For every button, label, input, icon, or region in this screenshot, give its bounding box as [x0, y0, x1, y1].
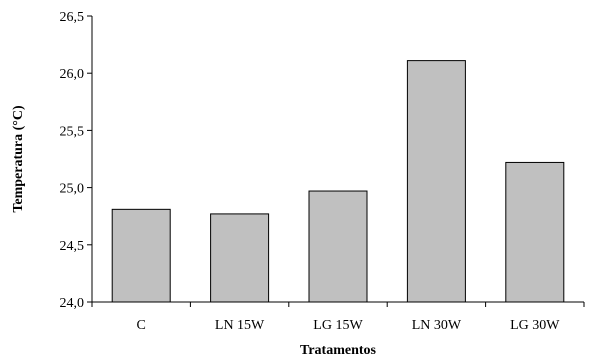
y-axis-title: Temperatura (°C)	[11, 105, 26, 213]
bar-c	[111, 208, 171, 303]
x-tick-label: LN 30W	[412, 318, 462, 333]
y-tick-label: 24,0	[60, 296, 85, 311]
x-tick-label: LG 15W	[313, 318, 363, 333]
bar-ln-15w	[210, 213, 270, 303]
x-tick-label: C	[137, 318, 146, 333]
bar-ln-30w	[406, 60, 466, 303]
y-axis-ticks: 24,0 24,5 25,0 25,5 26,0 26,5	[60, 10, 92, 311]
y-tick-label: 25,5	[60, 124, 85, 139]
y-tick-label: 25,0	[60, 182, 85, 197]
y-tick-label: 24,5	[60, 239, 85, 254]
x-axis-ticks: C LN 15W LG 15W LN 30W LG 30W	[91, 302, 585, 333]
bar-lg-30w	[505, 161, 565, 303]
x-tick-label: LN 15W	[215, 318, 265, 333]
bars	[111, 60, 565, 303]
bar-lg-15w	[308, 190, 368, 303]
y-tick-label: 26,5	[60, 10, 85, 25]
y-tick-label: 26,0	[60, 67, 85, 82]
x-tick-label: LG 30W	[510, 318, 560, 333]
x-axis-title: Tratamentos	[300, 343, 376, 358]
